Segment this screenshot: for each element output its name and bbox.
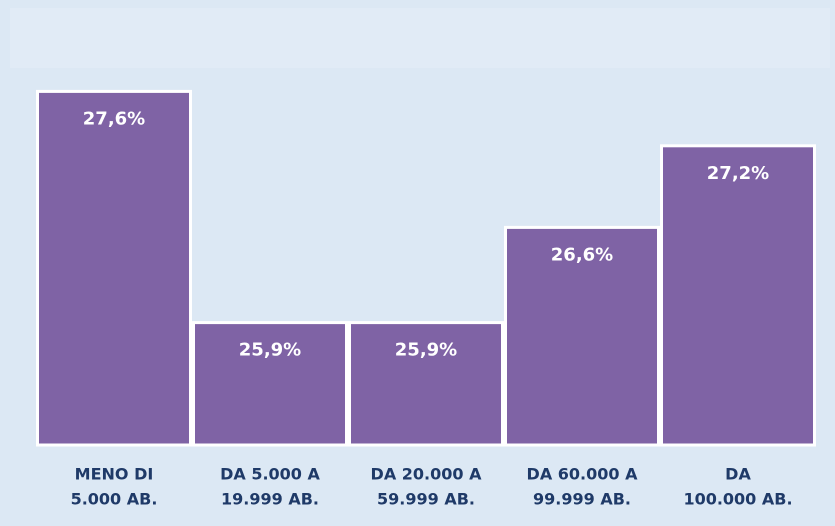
value-label: 26,6%: [551, 244, 613, 265]
value-label: 25,9%: [239, 340, 301, 361]
x-tick-label: 5.000 AB.: [71, 490, 158, 509]
x-tick-label: DA 60.000 A: [527, 465, 639, 484]
x-tick-label: 19.999 AB.: [221, 490, 319, 509]
x-tick-label: DA 20.000 A: [371, 465, 483, 484]
bar: [36, 89, 192, 447]
bar: [348, 321, 504, 447]
x-tick-label: 99.999 AB.: [533, 490, 631, 509]
value-label: 25,9%: [395, 340, 457, 361]
value-label: 27,6%: [83, 108, 145, 129]
header-band: [10, 8, 830, 68]
bar: [504, 225, 660, 447]
x-tick-label: DA 5.000 A: [220, 465, 320, 484]
bar: [192, 321, 348, 447]
bar: [660, 144, 816, 447]
x-tick-label: DA: [725, 465, 751, 484]
value-label: 27,2%: [707, 163, 769, 184]
x-tick-label: MENO DI: [75, 465, 154, 484]
x-tick-label: 100.000 AB.: [683, 490, 792, 509]
x-tick-label: 59.999 AB.: [377, 490, 475, 509]
